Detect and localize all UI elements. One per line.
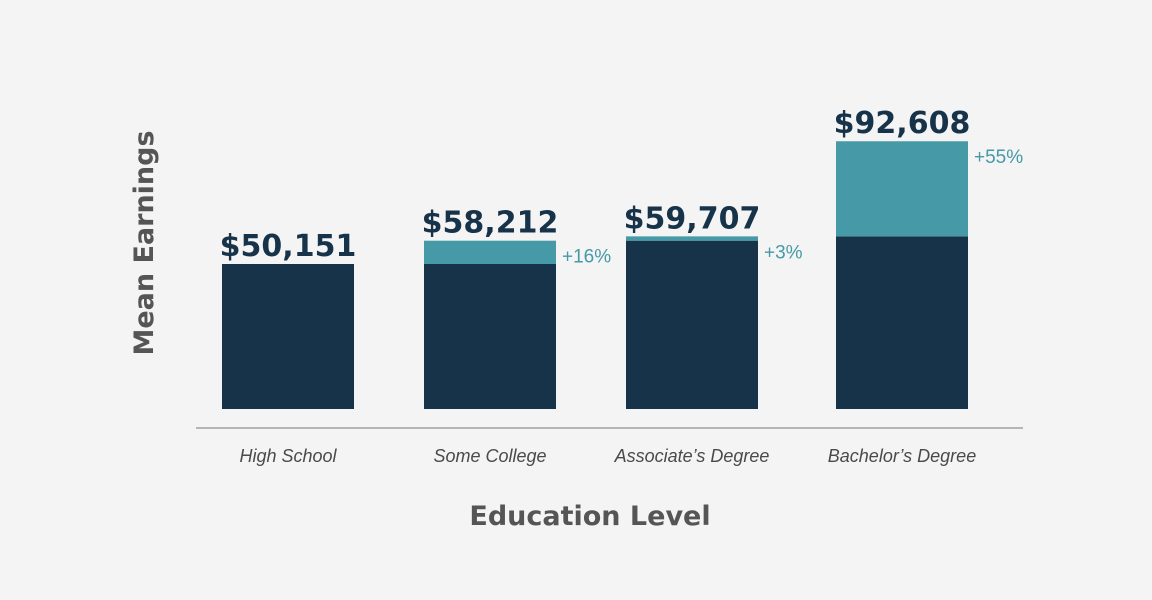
- bar-base-high-school: [222, 264, 354, 409]
- bar-increase-associate-s-degree: [626, 236, 758, 241]
- bar-increase-some-college: [424, 240, 556, 264]
- bar-base-associate-s-degree: [626, 240, 758, 409]
- increase-label-associate-s-degree: +3%: [764, 242, 803, 263]
- value-label-associate-s-degree: $59,707: [624, 201, 761, 236]
- x-axis-title: Education Level: [469, 501, 710, 532]
- category-label-some-college: Some College: [433, 446, 546, 466]
- value-label-some-college: $58,212: [422, 206, 559, 241]
- increase-label-bachelor-s-degree: +55%: [974, 147, 1023, 168]
- labels-group: $50,151 High School $58,212+16% Some Colleg…: [220, 106, 1024, 466]
- bar-base-some-college: [424, 264, 556, 409]
- value-label-high-school: $50,151: [220, 229, 357, 264]
- bar-base-bachelor-s-degree: [836, 236, 968, 409]
- category-label-bachelor-s-degree: Bachelor’s Degree: [828, 446, 976, 466]
- increase-label-some-college: +16%: [562, 247, 611, 268]
- category-label-associate-s-degree: Associate’s Degree: [614, 446, 770, 466]
- y-axis-title: Mean Earnings: [129, 130, 160, 355]
- value-label-bachelor-s-degree: $92,608: [834, 106, 971, 141]
- category-label-high-school: High School: [239, 446, 337, 466]
- bar-increase-bachelor-s-degree: [836, 141, 968, 237]
- bars-group: [222, 141, 968, 409]
